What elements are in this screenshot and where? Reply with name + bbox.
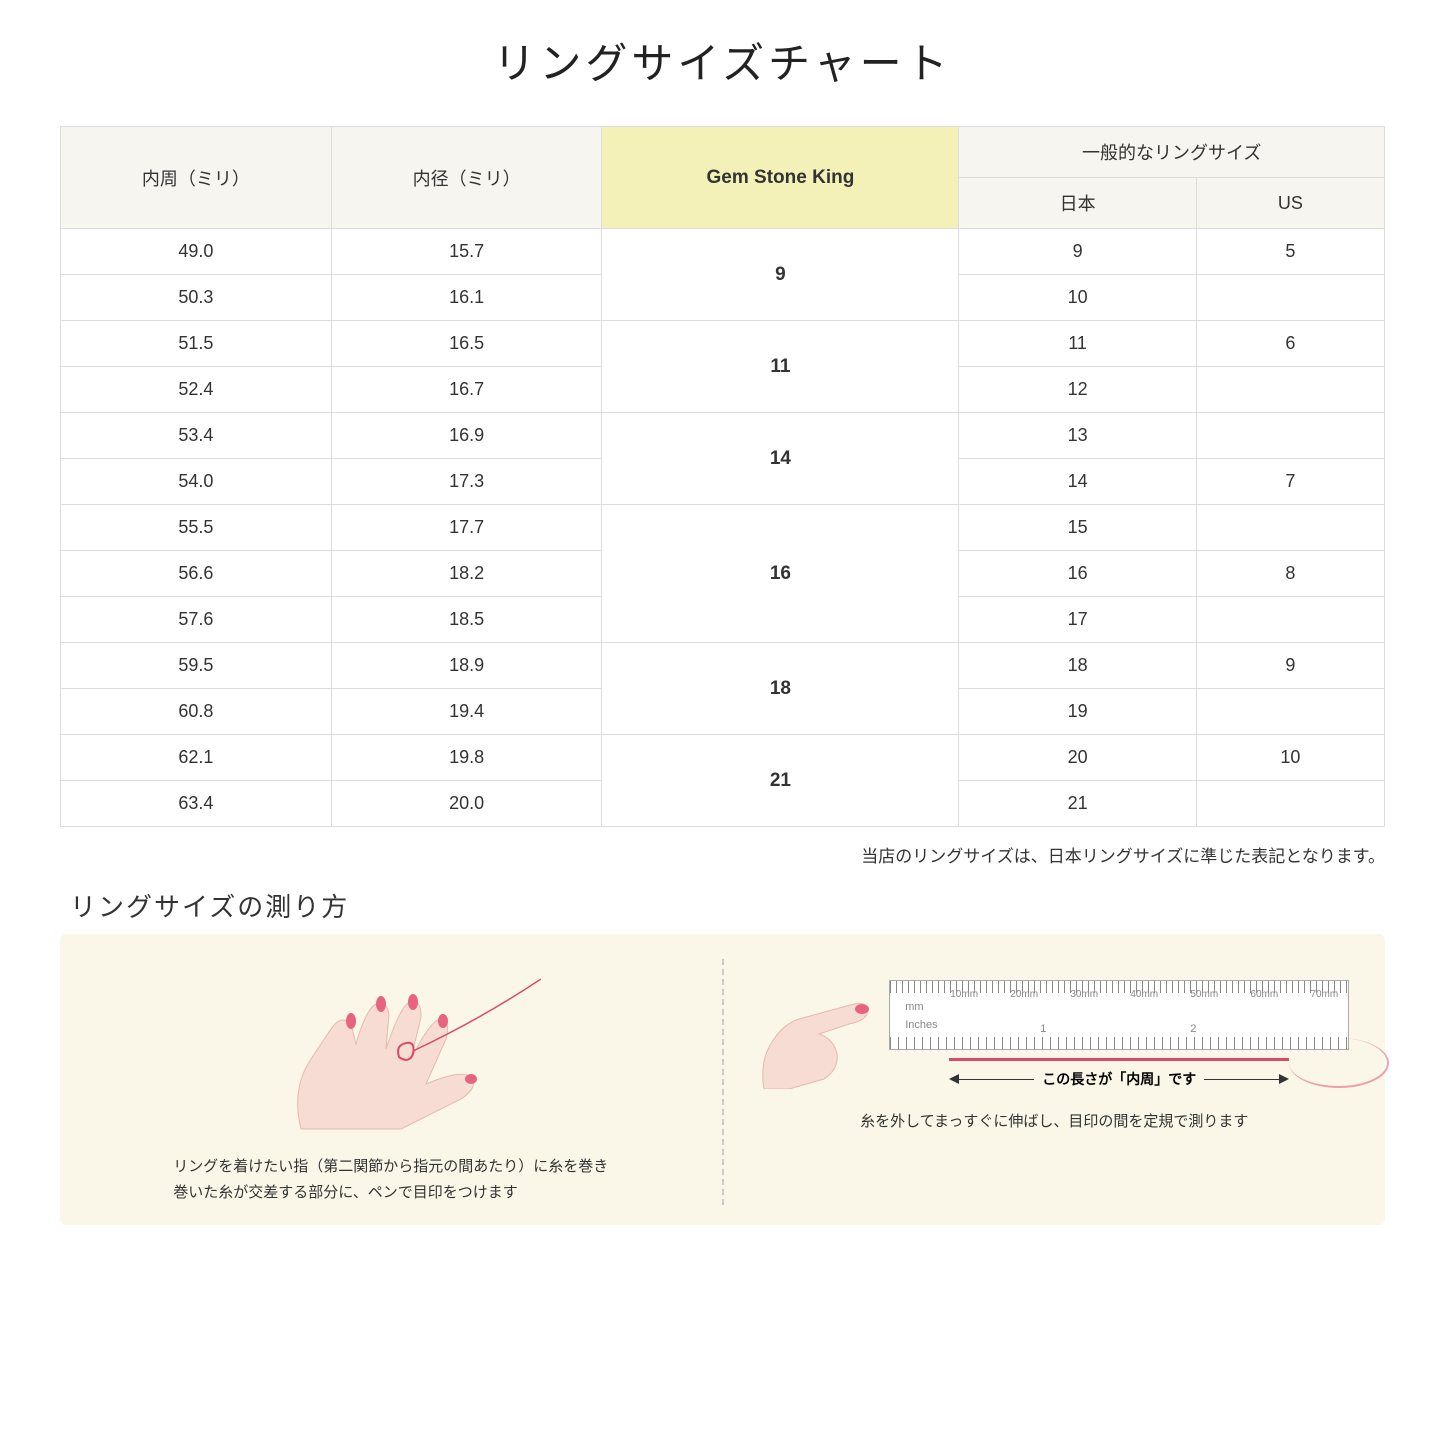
hand-wrap-icon: [241, 959, 541, 1139]
thread-line: [949, 1058, 1289, 1061]
ruler-icon: 10mm 20mm 30mm 40mm 50mm 60mm 70mm mm In…: [889, 980, 1349, 1050]
howto-title: リングサイズの測り方: [60, 887, 1385, 924]
howto-left: リングを着けたい指（第二関節から指元の間あたり）に糸を巻き 巻いた糸が交差する部…: [90, 959, 692, 1205]
hand-point-icon: [759, 959, 879, 1089]
divider: [722, 959, 724, 1205]
col-gsk: Gem Stone King: [602, 127, 959, 229]
col-circumference: 内周（ミリ）: [61, 127, 332, 229]
footnote: 当店のリングサイズは、日本リングサイズに準じた表記となります。: [60, 842, 1385, 867]
right-caption: 糸を外してまっすぐに伸ばし、目印の間を定規で測ります: [860, 1109, 1248, 1135]
table-row: 51.516.511116: [61, 321, 1385, 367]
table-row: 53.416.91413: [61, 413, 1385, 459]
table-row: 59.518.918189: [61, 643, 1385, 689]
measurement-arrow: この長さが「内周」です: [949, 1069, 1289, 1089]
col-us: US: [1196, 178, 1384, 229]
table-row: 49.015.7995: [61, 229, 1385, 275]
table-row: 62.119.8212010: [61, 735, 1385, 781]
col-common: 一般的なリングサイズ: [959, 127, 1385, 178]
left-caption: リングを着けたい指（第二関節から指元の間あたり）に糸を巻き 巻いた糸が交差する部…: [173, 1154, 608, 1205]
page-title: リングサイズチャート: [60, 30, 1385, 91]
col-diameter: 内径（ミリ）: [331, 127, 602, 229]
howto-right: 10mm 20mm 30mm 40mm 50mm 60mm 70mm mm In…: [754, 959, 1356, 1205]
table-row: 55.517.71615: [61, 505, 1385, 551]
size-chart-table: 内周（ミリ） 内径（ミリ） Gem Stone King 一般的なリングサイズ …: [60, 126, 1385, 827]
col-japan: 日本: [959, 178, 1196, 229]
howto-panel: リングを着けたい指（第二関節から指元の間あたり）に糸を巻き 巻いた糸が交差する部…: [60, 934, 1385, 1225]
